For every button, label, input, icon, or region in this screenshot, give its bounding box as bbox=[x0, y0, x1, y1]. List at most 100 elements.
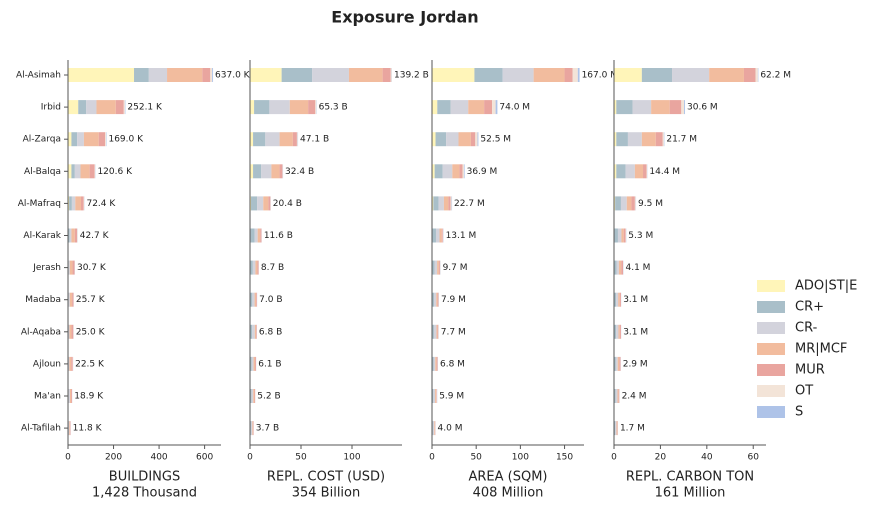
bar-segment bbox=[253, 389, 255, 403]
x-tick-label: 200 bbox=[105, 453, 122, 463]
value-label: 30.6 M bbox=[687, 103, 718, 113]
bar-segment bbox=[626, 196, 632, 211]
x-tick-label: 50 bbox=[295, 453, 307, 463]
value-label: 18.9 K bbox=[74, 392, 104, 402]
bar-segment bbox=[250, 260, 253, 275]
value-label: 8.7 B bbox=[261, 263, 284, 273]
bar-segment bbox=[621, 260, 624, 275]
value-label: 13.1 M bbox=[446, 231, 477, 241]
bar-segment bbox=[435, 389, 437, 403]
x-tick-label: 60 bbox=[748, 453, 760, 463]
x-axis-total: 1,428 Thousand bbox=[92, 486, 197, 501]
value-label: 169.0 K bbox=[108, 135, 144, 145]
bar-segment bbox=[433, 356, 436, 371]
bar-segment bbox=[614, 389, 616, 403]
bar-segment bbox=[435, 228, 440, 243]
bar-segment bbox=[69, 356, 72, 371]
bar-segment bbox=[260, 228, 262, 243]
bar-segment bbox=[433, 324, 437, 339]
bar-segment bbox=[475, 132, 478, 147]
legend-swatch bbox=[757, 280, 785, 292]
value-label: 637.0 K bbox=[215, 71, 251, 81]
bar-segment bbox=[446, 132, 459, 147]
bar-segment bbox=[470, 132, 476, 147]
bar-segment bbox=[627, 132, 642, 147]
value-label: 9.5 M bbox=[638, 199, 663, 209]
bar-segment bbox=[148, 68, 168, 82]
bar-segment bbox=[450, 196, 452, 211]
x-tick-label: 100 bbox=[343, 453, 360, 463]
legend-label: OT bbox=[795, 384, 813, 399]
bar-segment bbox=[477, 132, 479, 147]
bar-segment bbox=[315, 100, 317, 115]
bar-segment bbox=[615, 196, 621, 211]
value-label: 11.6 B bbox=[264, 231, 293, 241]
x-axis-label: REPL. COST (USD) bbox=[267, 470, 385, 485]
bar-segment bbox=[452, 164, 460, 179]
x-tick-label: 0 bbox=[65, 453, 71, 463]
bar-segment bbox=[643, 164, 647, 179]
bar-segment bbox=[74, 164, 81, 179]
bar-segment bbox=[252, 292, 255, 307]
bar-segment bbox=[83, 196, 85, 211]
bar-segment bbox=[254, 292, 257, 307]
bar-segment bbox=[71, 356, 73, 371]
bar-segment bbox=[615, 421, 617, 436]
bar-segment bbox=[615, 389, 618, 403]
legend-swatch bbox=[757, 385, 785, 397]
bar-segment bbox=[614, 68, 642, 82]
bar-segment bbox=[619, 324, 621, 339]
y-tick-label: Madaba bbox=[25, 295, 61, 305]
bar-segment bbox=[755, 68, 758, 82]
bar-segment bbox=[618, 324, 620, 339]
x-axis-label: REPL. CARBON TON bbox=[626, 470, 754, 485]
bar-segment bbox=[252, 324, 255, 339]
bar-segment bbox=[257, 196, 264, 211]
bar-segment bbox=[68, 324, 70, 339]
y-tick-label: Jerash bbox=[32, 263, 61, 273]
bar-segment bbox=[437, 292, 439, 307]
bar-segment bbox=[459, 164, 463, 179]
bar-segment bbox=[614, 292, 617, 307]
value-label: 47.1 B bbox=[300, 135, 329, 145]
bar-segment bbox=[296, 132, 298, 147]
bar-segment bbox=[438, 260, 440, 275]
bar-segment bbox=[254, 324, 257, 339]
bar-segment bbox=[616, 132, 628, 147]
bar-segment bbox=[433, 196, 439, 211]
bar-segment bbox=[254, 228, 258, 243]
value-label: 62.2 M bbox=[760, 71, 791, 81]
bar-segment bbox=[94, 164, 96, 179]
bar-segment bbox=[71, 132, 78, 147]
bar-segment bbox=[435, 132, 447, 147]
x-axis-total: 354 Billion bbox=[292, 486, 361, 501]
bar-segment bbox=[432, 132, 436, 147]
bar-segment bbox=[442, 228, 444, 243]
value-label: 6.8 M bbox=[440, 359, 465, 369]
bar-segment bbox=[271, 164, 280, 179]
value-label: 6.1 B bbox=[258, 359, 281, 369]
bar-segment bbox=[672, 68, 710, 82]
bar-segment bbox=[257, 260, 259, 275]
bar-segment bbox=[68, 196, 70, 211]
bar-segment bbox=[621, 228, 624, 243]
bar-segment bbox=[462, 164, 464, 179]
bar-segment bbox=[614, 132, 617, 147]
bar-segment bbox=[68, 389, 70, 403]
bar-segment bbox=[268, 196, 271, 211]
bar-segment bbox=[89, 164, 95, 179]
bar-segment bbox=[69, 324, 72, 339]
bar-segment bbox=[614, 164, 617, 179]
value-label: 25.7 K bbox=[76, 295, 106, 305]
bar-segment bbox=[437, 260, 439, 275]
x-tick-label: 0 bbox=[429, 453, 435, 463]
y-tick-label: Ma'an bbox=[34, 392, 61, 402]
bar-segment bbox=[616, 100, 633, 115]
bar-segment bbox=[72, 260, 75, 275]
bar-segment bbox=[441, 228, 443, 243]
bar-segment bbox=[616, 164, 626, 179]
bar-segment bbox=[71, 389, 72, 403]
legend-swatch bbox=[757, 301, 785, 313]
bar-segment bbox=[69, 260, 73, 275]
